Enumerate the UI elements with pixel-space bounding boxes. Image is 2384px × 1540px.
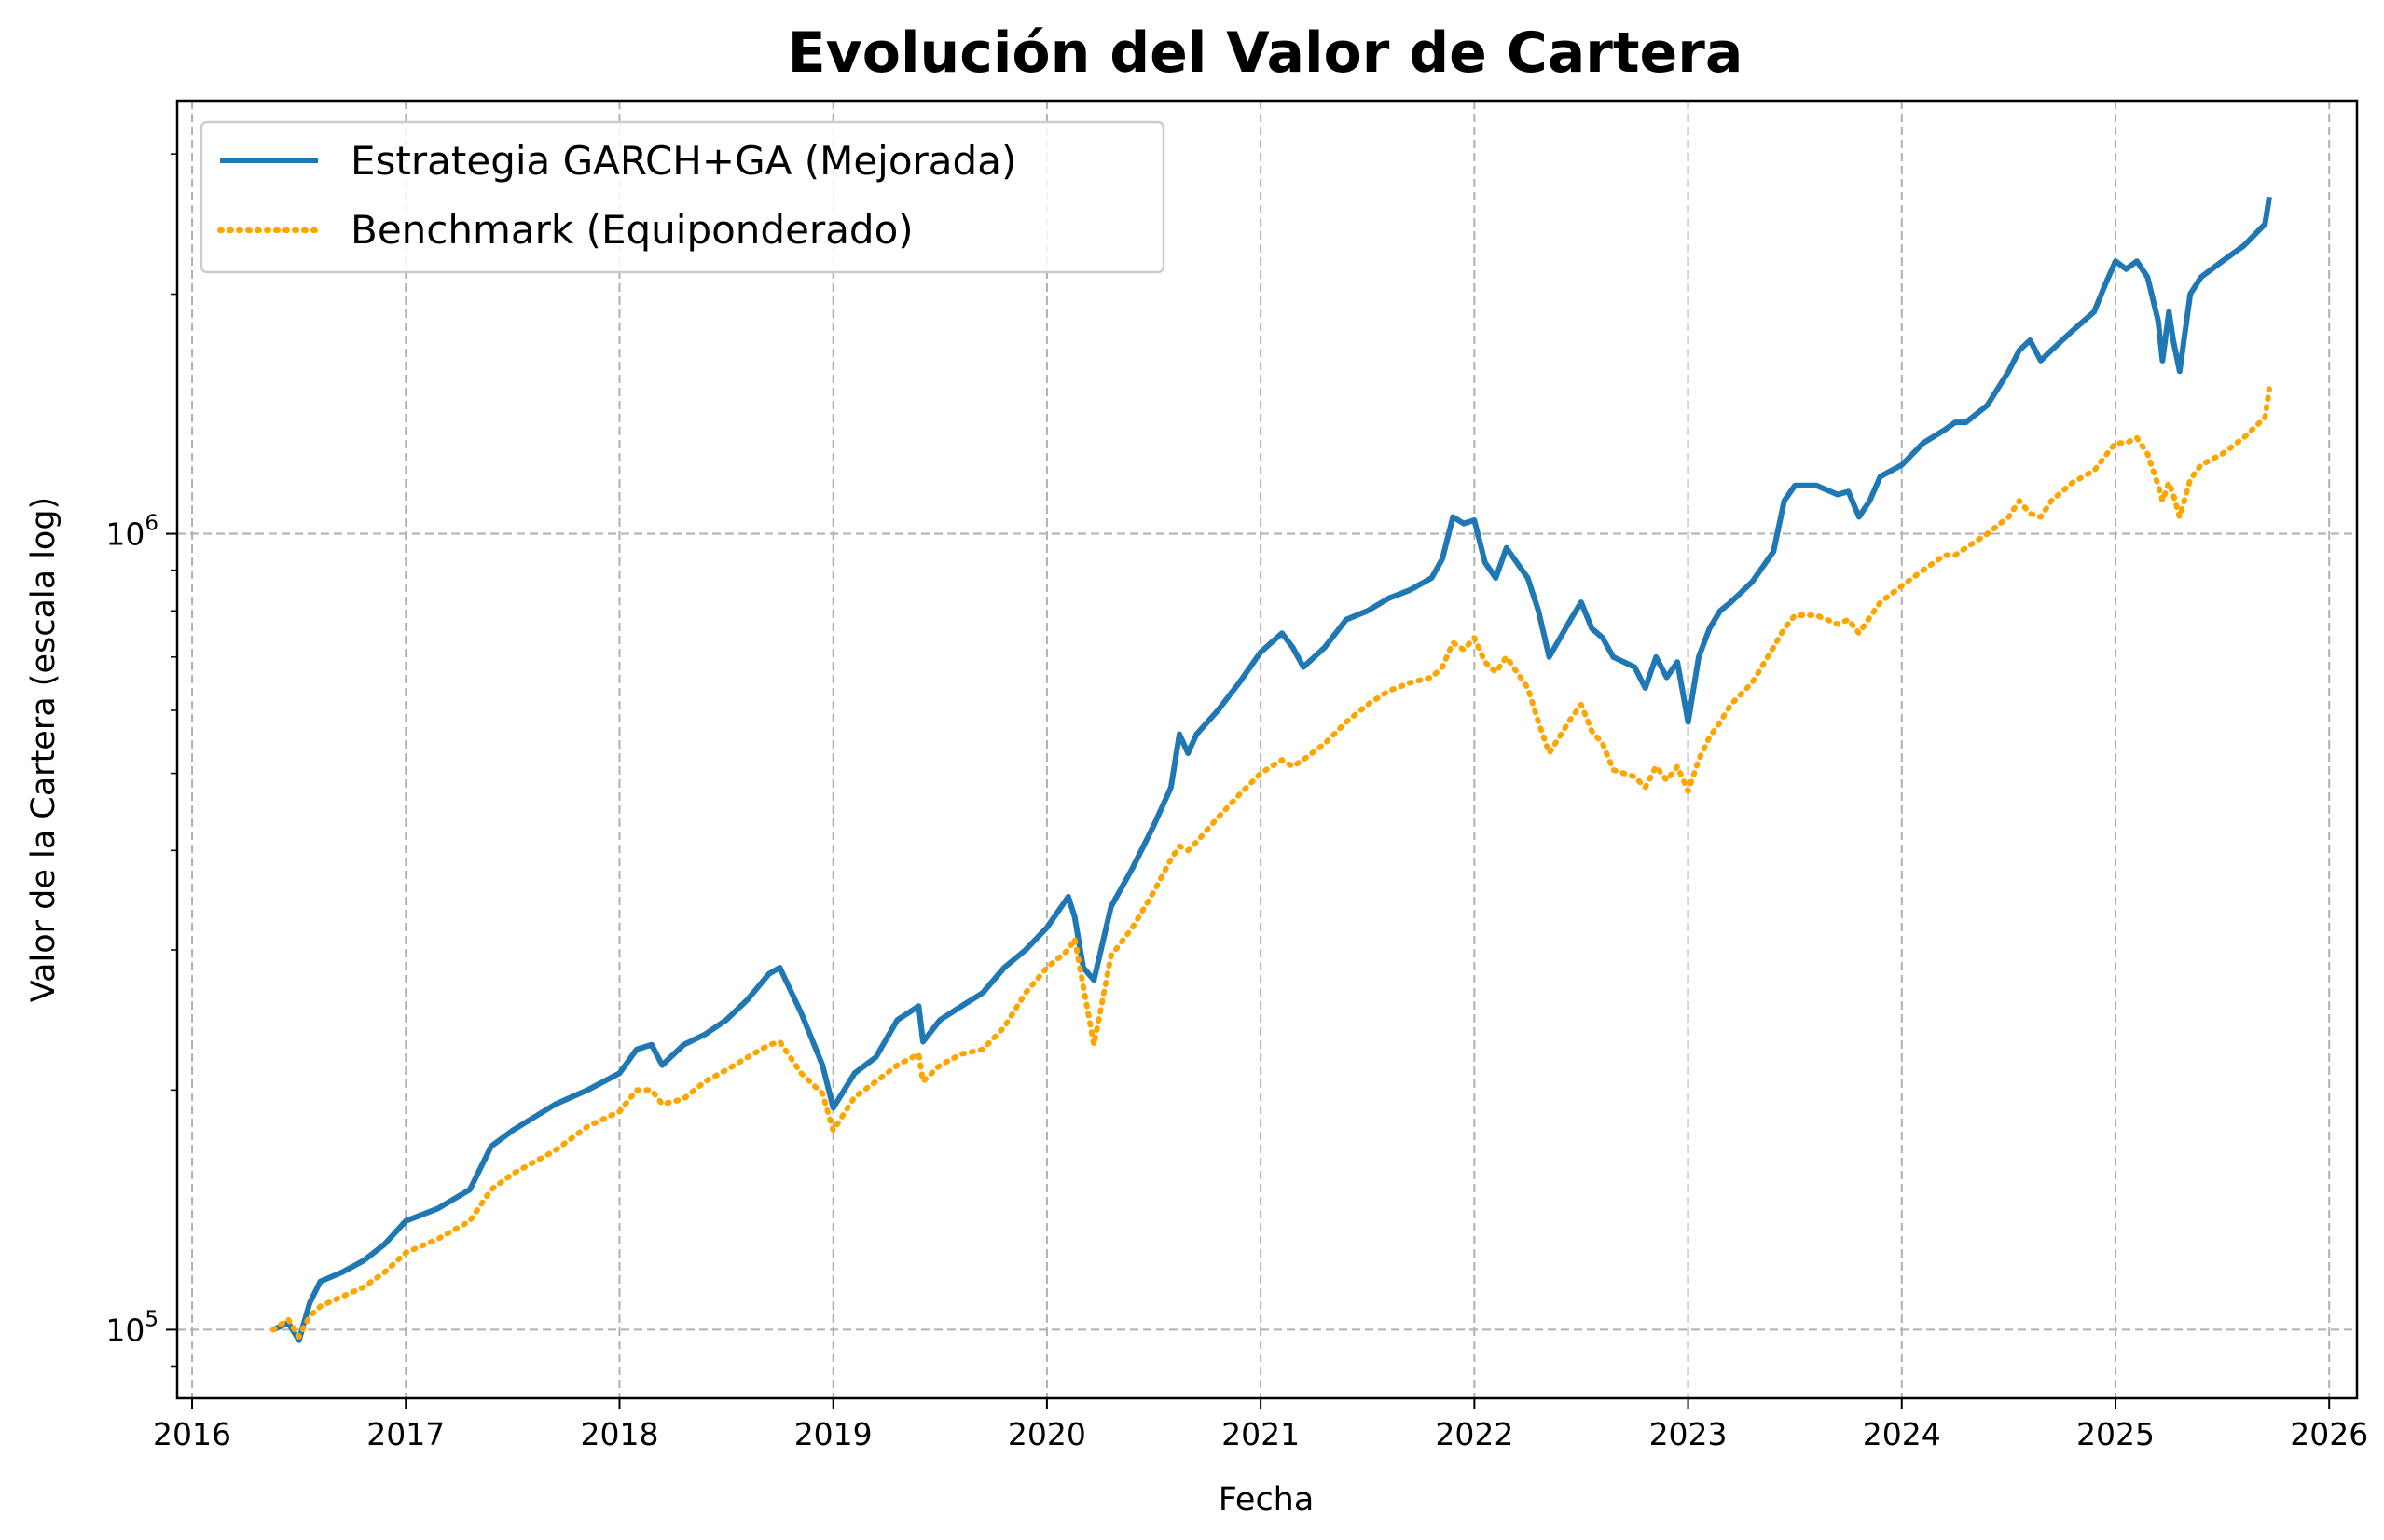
x-tick-label: 2022 xyxy=(1435,1416,1513,1452)
x-tick-label: 2021 xyxy=(1221,1416,1300,1452)
ticks: 2016 2017 2018 2019 2020 2021 2022 2023 2024 2025… xyxy=(105,153,2368,1452)
y-tick-label: 105 xyxy=(105,1307,158,1348)
y-tick-label: 106 xyxy=(105,512,158,553)
y-axis-label: Valor de la Cartera (escala log) xyxy=(25,497,62,1002)
series-line-benchmark xyxy=(270,386,2272,1340)
x-axis-label: Fecha xyxy=(1219,1481,1315,1519)
legend-label-strategy: Estrategia GARCH+GA (Mejorada) xyxy=(351,138,1016,184)
series-layer xyxy=(270,196,2272,1343)
x-tick-label: 2023 xyxy=(1649,1416,1728,1452)
x-tick-label: 2020 xyxy=(1008,1416,1086,1452)
legend-box xyxy=(200,120,1165,274)
x-tick-label: 2024 xyxy=(1863,1416,1941,1452)
x-tick-label: 2018 xyxy=(580,1416,658,1452)
plot-frame xyxy=(175,99,2359,1400)
chart-title: Evolución del Valor de Cartera xyxy=(788,21,1743,86)
x-tick-label: 2019 xyxy=(794,1416,873,1452)
x-tick-label: 2017 xyxy=(366,1416,445,1452)
x-tick-label: 2016 xyxy=(153,1416,231,1452)
x-tick-label: 2025 xyxy=(2076,1416,2155,1452)
grid xyxy=(177,101,2357,1398)
legend-label-benchmark: Benchmark (Equiponderado) xyxy=(351,207,914,253)
series-line-strategy xyxy=(271,196,2272,1343)
x-tick-label: 2026 xyxy=(2290,1416,2368,1452)
legend: Estrategia GARCH+GA (Mejorada) Benchmark… xyxy=(200,120,1165,274)
